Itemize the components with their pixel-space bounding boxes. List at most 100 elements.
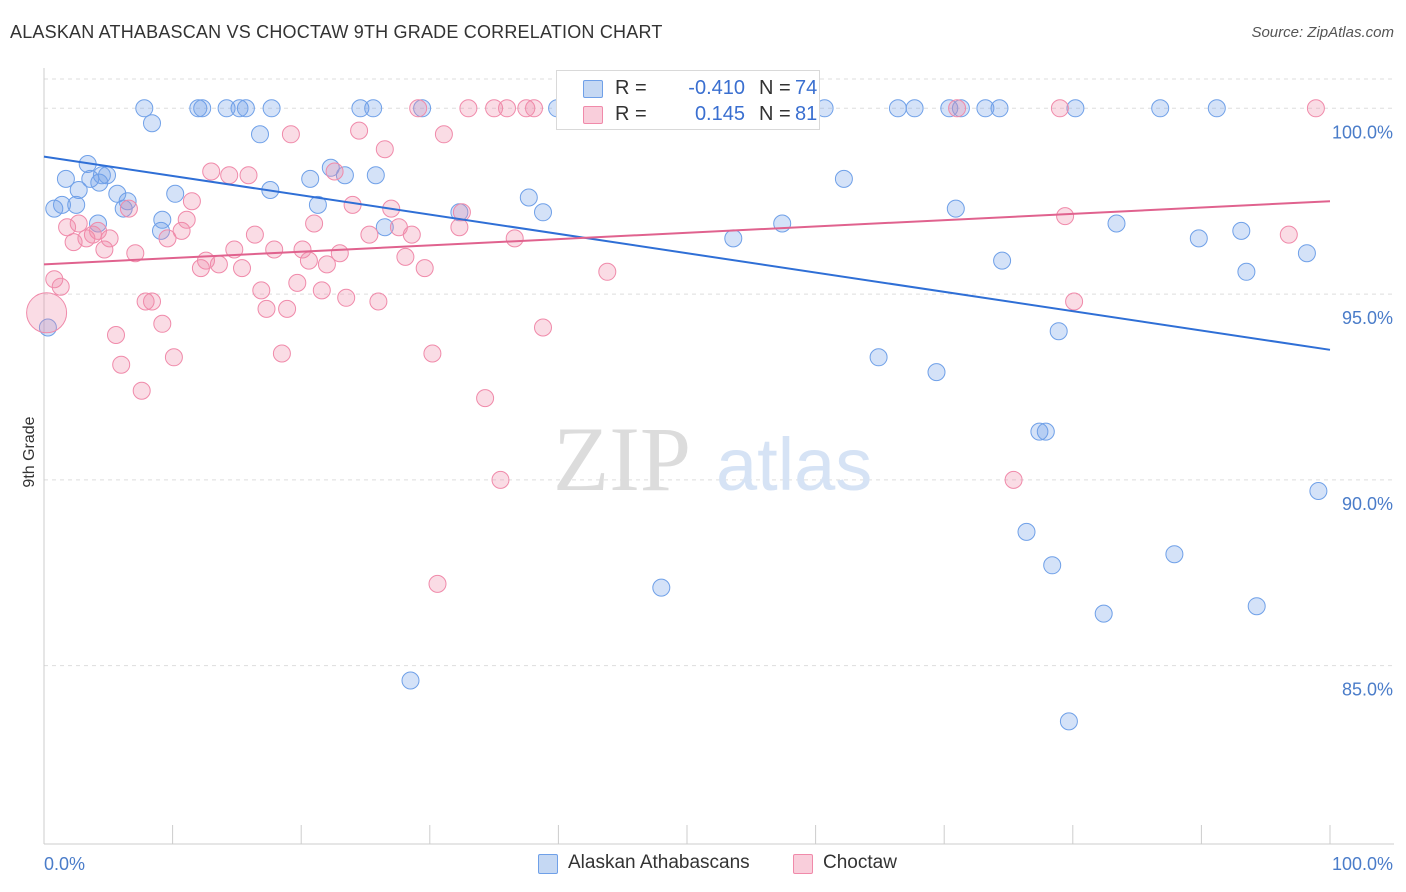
y-axis-label: 9th Grade	[21, 416, 38, 487]
choctaw-point	[272, 344, 291, 363]
athabascan-point	[262, 99, 281, 118]
choctaw-point	[423, 344, 442, 363]
legend-n-value: 74	[795, 77, 818, 99]
choctaw-point	[95, 240, 114, 259]
athabascan-point	[335, 166, 354, 185]
choctaw-point	[182, 192, 201, 211]
choctaw-point	[312, 281, 331, 300]
athabascan-point	[1030, 422, 1049, 441]
choctaw-point	[233, 259, 251, 278]
choctaw-point	[415, 259, 434, 278]
athabascan-point	[301, 169, 320, 188]
athabascan-point	[724, 229, 743, 248]
choctaw-point	[428, 574, 447, 593]
choctaw-point	[452, 203, 471, 222]
x-tick-label: 0.0%	[44, 854, 85, 874]
choctaw-point	[83, 225, 102, 244]
athabascan-point	[1049, 322, 1068, 341]
choctaw-point	[396, 247, 415, 266]
choctaw-point	[409, 99, 428, 118]
watermark: ZIP atlas	[553, 408, 872, 510]
athabascan-trend-line	[43, 155, 1331, 351]
legend-r-value: 0.145	[694, 103, 745, 125]
athabascan-point	[401, 671, 420, 690]
choctaw-point	[598, 262, 617, 281]
choctaw-point	[485, 99, 504, 118]
legend-r-value: -0.410	[688, 77, 745, 99]
athabascan-point	[366, 166, 385, 185]
choctaw-point	[281, 125, 300, 144]
choctaw-point	[225, 240, 244, 259]
choctaw-point	[491, 470, 510, 489]
choctaw-point	[119, 199, 138, 218]
watermark-atlas: atlas	[716, 423, 872, 506]
scatter-points	[26, 99, 1328, 731]
athabascan-point	[1237, 262, 1256, 281]
choctaw-point	[1056, 207, 1075, 226]
athabascan-point	[375, 218, 394, 237]
athabascan-point	[308, 195, 327, 214]
athabascan-point	[143, 114, 161, 133]
athabascan-point	[1247, 597, 1266, 616]
choctaw-point	[153, 314, 172, 333]
athabascan-point	[53, 195, 71, 214]
choctaw-point	[177, 210, 196, 229]
choctaw-point	[517, 99, 536, 118]
choctaw-point	[525, 99, 543, 118]
athabascan-point	[230, 99, 249, 118]
athabascan-point	[773, 214, 792, 233]
choctaw-point	[202, 162, 221, 181]
athabascan-point	[976, 99, 995, 118]
choctaw-point	[26, 292, 68, 334]
athabascan-point	[946, 199, 965, 218]
tick-labels: 85.0% 90.0% 95.0% 100.0% 0.0% 100.0%	[44, 122, 1393, 874]
choctaw-point	[126, 244, 145, 263]
athabascan-point	[519, 188, 538, 207]
choctaw-point	[948, 99, 967, 118]
choctaw-point	[257, 299, 276, 318]
choctaw-point	[498, 99, 516, 118]
athabascan-point	[166, 184, 185, 203]
athabascan-point	[118, 192, 137, 211]
y-tick-label: 90.0%	[1342, 494, 1393, 514]
athabascan-point	[927, 363, 946, 382]
legend-n-label: N =	[759, 77, 791, 99]
choctaw-point	[132, 381, 151, 400]
watermark-zip: ZIP	[553, 408, 691, 510]
legend-label-choctaw: Choctaw	[823, 852, 897, 873]
choctaw-point	[45, 270, 64, 289]
choctaw-point	[325, 162, 344, 181]
choctaw-point	[164, 348, 183, 367]
stats-legend: R = -0.410 N = 74 R = 0.145 N = 81	[556, 70, 820, 130]
athabascan-point	[364, 99, 383, 118]
y-tick-label: 100.0%	[1332, 122, 1393, 142]
athabascan-point	[1036, 422, 1055, 441]
athabascan-point	[98, 166, 116, 185]
legend-swatch-athabascan	[583, 80, 603, 98]
athabascan-point	[834, 169, 853, 188]
choctaw-point	[252, 281, 271, 300]
choctaw-point	[143, 292, 161, 311]
choctaw-point	[375, 140, 394, 159]
choctaw-point	[534, 318, 552, 337]
choctaw-point	[337, 288, 356, 307]
choctaw-point	[459, 99, 478, 118]
athabascan-point	[413, 99, 432, 118]
athabascan-point	[1165, 545, 1184, 564]
legend-n-value: 81	[795, 103, 818, 125]
athabascan-point	[905, 99, 924, 118]
athabascan-point	[1066, 99, 1085, 118]
choctaw-point	[245, 225, 264, 244]
choctaw-point	[100, 229, 119, 248]
athabascan-point	[1207, 99, 1226, 118]
athabascan-point	[1094, 604, 1113, 623]
choctaw-point	[434, 125, 453, 144]
choctaw-point	[369, 292, 388, 311]
choctaw-point	[450, 218, 469, 237]
choctaw-point	[350, 121, 369, 140]
source-label[interactable]: Source: ZipAtlas.com	[1251, 24, 1394, 41]
athabascan-point	[217, 99, 236, 118]
athabascan-point	[888, 99, 907, 118]
choctaw-point	[278, 299, 297, 318]
